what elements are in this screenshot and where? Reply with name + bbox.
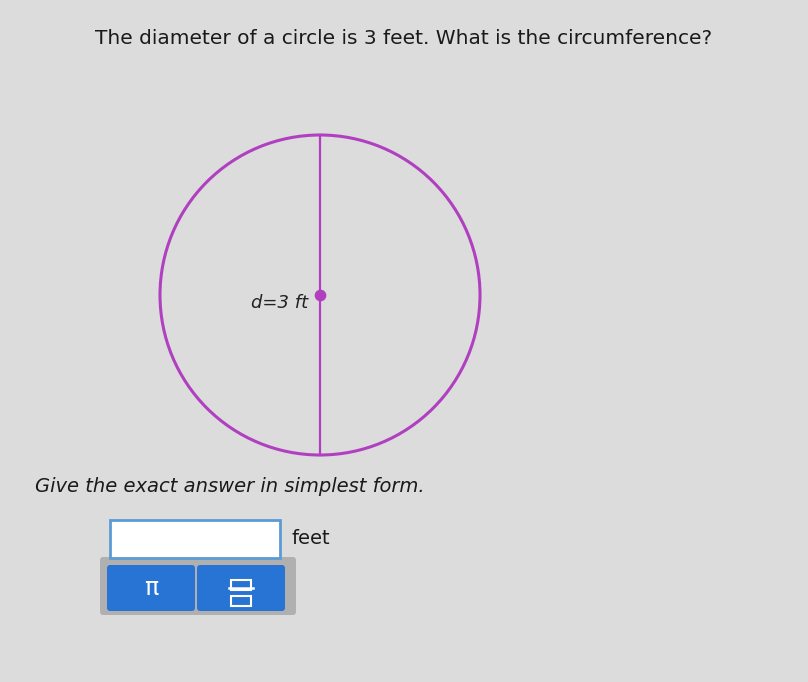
- FancyBboxPatch shape: [110, 520, 280, 558]
- Text: d=3 ft: d=3 ft: [250, 294, 308, 312]
- Text: π: π: [144, 576, 158, 600]
- Text: Give the exact answer in simplest form.: Give the exact answer in simplest form.: [35, 477, 425, 496]
- Text: feet: feet: [292, 529, 330, 548]
- Text: The diameter of a circle is 3 feet. What is the circumference?: The diameter of a circle is 3 feet. What…: [95, 29, 713, 48]
- FancyBboxPatch shape: [107, 565, 195, 611]
- FancyBboxPatch shape: [100, 557, 296, 615]
- FancyBboxPatch shape: [197, 565, 285, 611]
- Point: [314, 290, 326, 301]
